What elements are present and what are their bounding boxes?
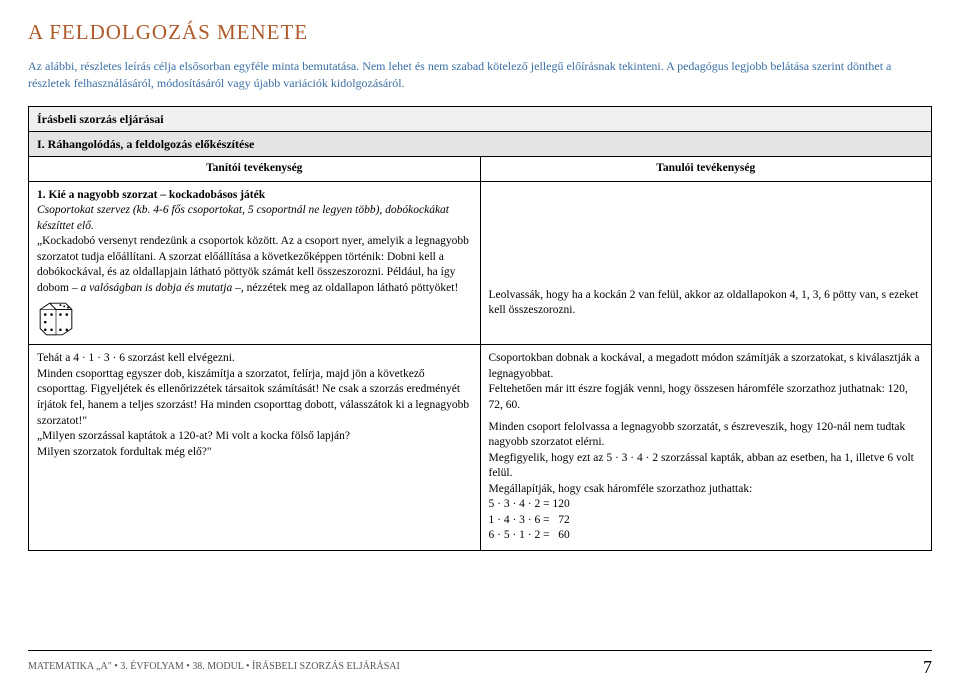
student-activity-text: Feltehetően már itt észre fogják venni, … bbox=[489, 382, 924, 413]
subsection-header: I. Ráhangolódás, a feldolgozás előkészít… bbox=[28, 132, 932, 157]
activity-text: Minden csoporttag egyszer dob, kiszámítj… bbox=[37, 367, 472, 429]
calculation: 5 · 3 · 4 · 2 = 120 bbox=[489, 497, 924, 513]
table-row: 1. Kié a nagyobb szorzat – kockadobásos … bbox=[29, 181, 932, 345]
page-number: 7 bbox=[923, 655, 932, 679]
activity-inline-note: – a valóságban is dobja és mutatja – bbox=[72, 282, 241, 294]
cell-left-2: Tehát a 4 · 1 · 3 · 6 szorzást kell elvé… bbox=[29, 345, 481, 550]
calculation: 6 · 5 · 1 · 2 = 60 bbox=[489, 528, 924, 544]
footer-text: MATEMATIKA „A" • 3. ÉVFOLYAM • 38. MODUL… bbox=[28, 660, 400, 674]
activity-text: Milyen szorzatok fordultak még elő?" bbox=[37, 445, 472, 461]
page-title: A FELDOLGOZÁS MENETE bbox=[28, 18, 932, 46]
student-activity-text: Csoportokban dobnak a kockával, a megado… bbox=[489, 351, 924, 382]
activity-title: 1. Kié a nagyobb szorzat – kockadobásos … bbox=[37, 188, 472, 204]
col-header-left: Tanítói tevékenység bbox=[29, 157, 481, 181]
section-header: Írásbeli szorzás eljárásai bbox=[28, 106, 932, 132]
table-row: Tehát a 4 · 1 · 3 · 6 szorzást kell elvé… bbox=[29, 345, 932, 550]
student-activity-text: Minden csoport felolvassa a legnagyobb s… bbox=[489, 420, 924, 451]
dice-icon bbox=[37, 300, 75, 338]
student-activity-text: Leolvassák, hogy ha a kockán 2 van felül… bbox=[489, 288, 924, 319]
calculation: 1 · 4 · 3 · 6 = 72 bbox=[489, 513, 924, 529]
student-activity-text: Megállapítják, hogy csak háromféle szorz… bbox=[489, 482, 924, 498]
cell-right-1: Leolvassák, hogy ha a kockán 2 van felül… bbox=[480, 181, 932, 345]
activity-note: Csoportokat szervez (kb. 4-6 fős csoport… bbox=[37, 203, 472, 234]
cell-left-1: 1. Kié a nagyobb szorzat – kockadobásos … bbox=[29, 181, 481, 345]
activity-text: , nézzétek meg az oldallapon látható pöt… bbox=[241, 282, 458, 294]
intro-text: Az alábbi, részletes leírás célja elsőso… bbox=[28, 58, 932, 92]
activity-text: „Milyen szorzással kaptátok a 120-at? Mi… bbox=[37, 429, 472, 445]
student-activity-text: Megfigyelik, hogy ezt az 5 · 3 · 4 · 2 s… bbox=[489, 451, 924, 482]
activity-table: Tanítói tevékenység Tanulói tevékenység … bbox=[28, 157, 932, 550]
col-header-right: Tanulói tevékenység bbox=[480, 157, 932, 181]
cell-right-2: Csoportokban dobnak a kockával, a megado… bbox=[480, 345, 932, 550]
page-footer: MATEMATIKA „A" • 3. ÉVFOLYAM • 38. MODUL… bbox=[28, 650, 932, 679]
activity-text: Tehát a 4 · 1 · 3 · 6 szorzást kell elvé… bbox=[37, 351, 472, 367]
